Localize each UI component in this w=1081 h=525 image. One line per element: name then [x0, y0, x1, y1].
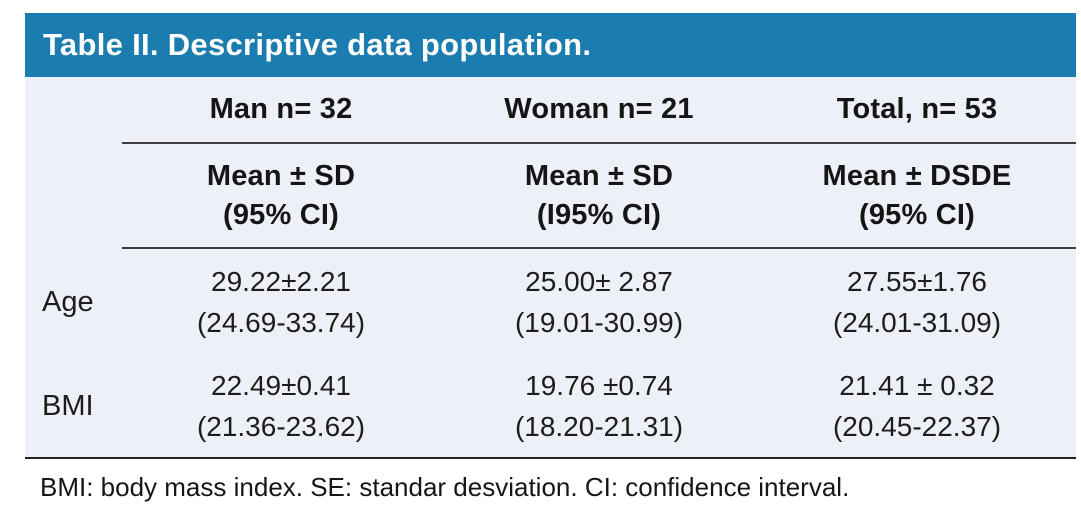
data-cell-bmi-woman: 19.76 ±0.74 (18.20-21.31): [440, 365, 758, 447]
header-divider-bottom: [122, 247, 1076, 249]
ci-value: (20.45-22.37): [832, 411, 1002, 442]
ci-value: (18.20-21.31): [514, 411, 684, 442]
stat-header-line: Mean ± SD: [524, 159, 674, 192]
column-header-woman: Woman n= 21: [504, 93, 694, 125]
stat-header-line: (I95% CI): [536, 198, 662, 231]
data-cell-age-woman: 25.00± 2.87 (19.01-30.99): [440, 261, 758, 343]
data-cell-bmi-man: 22.49±0.41 (21.36-23.62): [122, 365, 440, 447]
stat-header-line: Mean ± DSDE: [822, 159, 1012, 192]
stat-header-line: Mean ± SD: [206, 159, 356, 192]
stat-header-line: (95% CI): [858, 198, 975, 231]
table-body: Man n= 32 Woman n= 21 Total, n= 53 Mean …: [25, 77, 1076, 457]
table-row-bmi: BMI 22.49±0.41 (21.36-23.62) 19.76 ±0.74…: [25, 355, 1076, 457]
row-label-age: Age: [42, 285, 94, 318]
mean-value: 21.41 ± 0.32: [839, 370, 995, 401]
ci-value: (24.01-31.09): [832, 307, 1002, 338]
data-cell-bmi-total: 21.41 ± 0.32 (20.45-22.37): [758, 365, 1076, 447]
mean-value: 25.00± 2.87: [525, 266, 673, 297]
table-title: Table II. Descriptive data population.: [43, 27, 592, 62]
stat-header-line: (95% CI): [222, 198, 339, 231]
stat-header-row: Mean ± SD (95% CI) Mean ± SD (I95% CI) M…: [25, 144, 1076, 247]
table-row-age: Age 29.22±2.21 (24.69-33.74) 25.00± 2.87…: [25, 249, 1076, 355]
mean-value: 22.49±0.41: [211, 370, 351, 401]
data-cell-age-total: 27.55±1.76 (24.01-31.09): [758, 261, 1076, 343]
column-header-man: Man n= 32: [209, 93, 353, 125]
mean-value: 19.76 ±0.74: [525, 370, 673, 401]
header-divider-top: [122, 142, 1076, 144]
ci-value: (24.69-33.74): [196, 307, 366, 338]
mean-value: 27.55±1.76: [847, 266, 987, 297]
mean-value: 29.22±2.21: [211, 266, 351, 297]
table-bottom-border: [25, 457, 1076, 459]
stat-header-man: Mean ± SD (95% CI): [122, 157, 440, 235]
table-title-bar: Table II. Descriptive data population.: [25, 13, 1076, 77]
column-header-total: Total, n= 53: [836, 93, 998, 125]
data-cell-age-man: 29.22±2.21 (24.69-33.74): [122, 261, 440, 343]
stat-header-total: Mean ± DSDE (95% CI): [758, 157, 1076, 235]
ci-value: (21.36-23.62): [196, 411, 366, 442]
table-figure: Table II. Descriptive data population. M…: [25, 13, 1076, 503]
stat-header-woman: Mean ± SD (I95% CI): [440, 157, 758, 235]
ci-value: (19.01-30.99): [514, 307, 684, 338]
row-label-bmi: BMI: [42, 389, 94, 422]
column-header-row: Man n= 32 Woman n= 21 Total, n= 53: [25, 77, 1076, 142]
table-footnote: BMI: body mass index. SE: standar desvia…: [40, 472, 850, 502]
